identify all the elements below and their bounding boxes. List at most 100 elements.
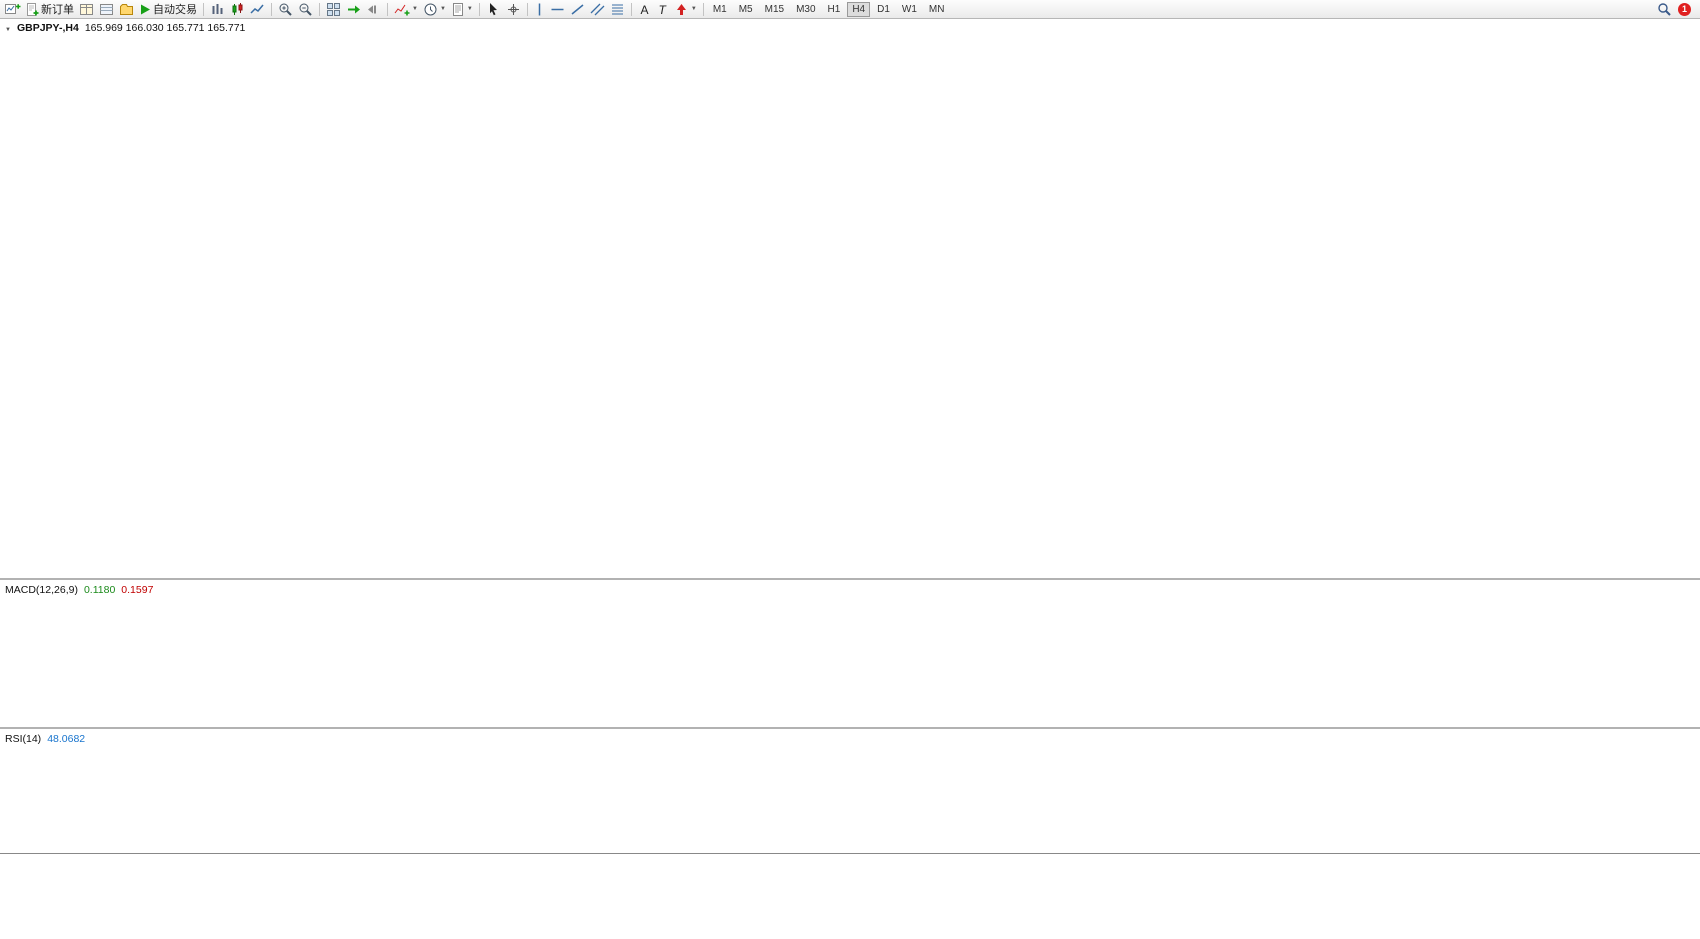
- indicators-button[interactable]: ▼: [392, 1, 420, 18]
- new-order-button[interactable]: 新订单: [24, 1, 76, 18]
- new-order-label: 新订单: [41, 4, 74, 16]
- dropdown-caret-icon: ▼: [466, 6, 473, 12]
- trend-line-button[interactable]: [568, 1, 587, 18]
- chart-shift-button[interactable]: [364, 1, 383, 18]
- macd-main-value: 0.1180: [83, 584, 116, 596]
- cursor-button[interactable]: [484, 1, 503, 18]
- autotrade-play-icon: [141, 4, 150, 14]
- templates-button[interactable]: ▼: [449, 1, 475, 18]
- horizontal-line-icon: [551, 8, 564, 10]
- symbol-dropdown-icon[interactable]: ▼: [5, 27, 11, 33]
- vertical-line-icon: [538, 3, 541, 15]
- toolbar-separator: [203, 2, 204, 16]
- bar-chart-button[interactable]: [208, 1, 227, 18]
- zoom-out-icon: [299, 3, 312, 16]
- trend-line-icon: [571, 3, 584, 15]
- macd-panel-canvas[interactable]: [0, 580, 1700, 727]
- candlestick-chart-button[interactable]: [228, 1, 247, 18]
- dropdown-caret-icon: ▼: [412, 6, 418, 12]
- tile-windows-icon: [327, 2, 340, 16]
- chart-title: ▼ GBPJPY-,H4 165.969 166.030 165.771 165…: [5, 22, 245, 34]
- toolbar-separator: [526, 2, 528, 16]
- toolbar-right-group: 1: [1657, 2, 1697, 17]
- cursor-icon: [489, 2, 497, 15]
- data-window-icon: [100, 3, 113, 15]
- symbol-period-label: GBPJPY-,H4: [16, 22, 79, 34]
- horizontal-line-button[interactable]: [548, 1, 567, 18]
- macd-header: MACD(12,26,9) 0.1180 0.1597: [5, 584, 153, 596]
- panel-splitter[interactable]: [0, 727, 1700, 729]
- search-icon[interactable]: [1657, 2, 1672, 17]
- rsi-label: RSI(14): [5, 733, 42, 745]
- periods-clock-icon: [424, 3, 437, 15]
- text-tool-button[interactable]: A: [636, 1, 653, 18]
- main-chart-canvas[interactable]: [0, 19, 1700, 578]
- svg-text:A: A: [640, 3, 648, 17]
- zoom-out-button[interactable]: [296, 1, 315, 18]
- fibonacci-button[interactable]: [608, 1, 627, 18]
- market-watch-button[interactable]: [77, 1, 96, 18]
- timeframe-button-w1[interactable]: W1: [901, 3, 917, 15]
- text-tool-icon: A: [640, 3, 648, 17]
- rsi-value: 48.0682: [47, 733, 86, 745]
- autotrade-label: 自动交易: [153, 4, 197, 16]
- navigator-button[interactable]: [117, 1, 136, 18]
- dropdown-caret-icon: ▼: [690, 6, 697, 12]
- time-axis[interactable]: [0, 853, 1700, 871]
- toolbar-separator: [271, 2, 272, 16]
- zoom-in-button[interactable]: [276, 1, 295, 18]
- crosshair-button[interactable]: [504, 1, 523, 18]
- timeframe-button-m1[interactable]: M1: [712, 3, 727, 15]
- text-label-button[interactable]: T: [654, 1, 671, 18]
- timeframe-button-h1[interactable]: H1: [827, 3, 841, 15]
- bar-chart-icon: [212, 3, 223, 14]
- toolbar-separator: [319, 2, 320, 16]
- auto-scroll-button[interactable]: [344, 1, 363, 18]
- periods-button[interactable]: ▼: [421, 1, 448, 18]
- fibonacci-icon: [611, 4, 623, 14]
- price-axis[interactable]: [1518, 19, 1700, 853]
- timeframe-button-mn[interactable]: MN: [928, 3, 945, 15]
- new-chart-icon: [5, 3, 21, 14]
- toolbar-separator: [478, 2, 480, 16]
- navigator-icon: [120, 3, 133, 15]
- crosshair-icon: [507, 3, 519, 15]
- channel-icon: [590, 3, 605, 15]
- macd-signal-value: 0.1597: [121, 584, 154, 596]
- channel-button[interactable]: [588, 1, 607, 18]
- toolbar-separator: [387, 2, 388, 16]
- rsi-panel-canvas[interactable]: [0, 729, 1700, 853]
- toolbar-separator: [630, 2, 632, 16]
- timeframe-button-m30[interactable]: M30: [796, 3, 816, 15]
- ohlc-values: 165.969 166.030 165.771 165.771: [84, 22, 246, 34]
- timeframe-button-m5[interactable]: M5: [738, 3, 753, 15]
- new-chart-button[interactable]: [3, 1, 23, 18]
- new-order-icon: [27, 2, 39, 16]
- timeframe-button-d1[interactable]: D1: [877, 3, 890, 15]
- toolbar: 新订单 自动交易: [0, 0, 1700, 19]
- zoom-in-icon: [279, 3, 292, 16]
- timeframe-button-m15[interactable]: M15: [764, 3, 785, 15]
- data-window-button[interactable]: [97, 1, 116, 18]
- line-chart-button[interactable]: [248, 1, 267, 18]
- line-chart-icon: [250, 4, 264, 14]
- indicators-icon: [394, 4, 410, 15]
- tile-windows-button[interactable]: [324, 1, 343, 18]
- timeframe-button-h4[interactable]: H4: [847, 1, 871, 17]
- rsi-header: RSI(14) 48.0682: [5, 733, 85, 745]
- autotrade-button[interactable]: 自动交易: [137, 1, 199, 18]
- candlestick-chart-icon: [232, 2, 243, 15]
- templates-icon: [452, 2, 463, 16]
- market-watch-icon: [80, 3, 93, 15]
- toolbar-separator: [702, 2, 704, 16]
- vertical-line-button[interactable]: [532, 1, 547, 18]
- dropdown-caret-icon: ▼: [439, 6, 446, 12]
- svg-text:T: T: [658, 3, 667, 17]
- macd-label: MACD(12,26,9): [5, 584, 78, 596]
- timeframe-group: M1 M5 M15 M30 H1 H4 D1 W1 MN: [708, 1, 950, 17]
- chart-shift-icon: [368, 5, 376, 13]
- arrows-tool-button[interactable]: ▼: [672, 1, 699, 18]
- notification-badge[interactable]: 1: [1678, 2, 1691, 16]
- panel-splitter[interactable]: [0, 578, 1700, 580]
